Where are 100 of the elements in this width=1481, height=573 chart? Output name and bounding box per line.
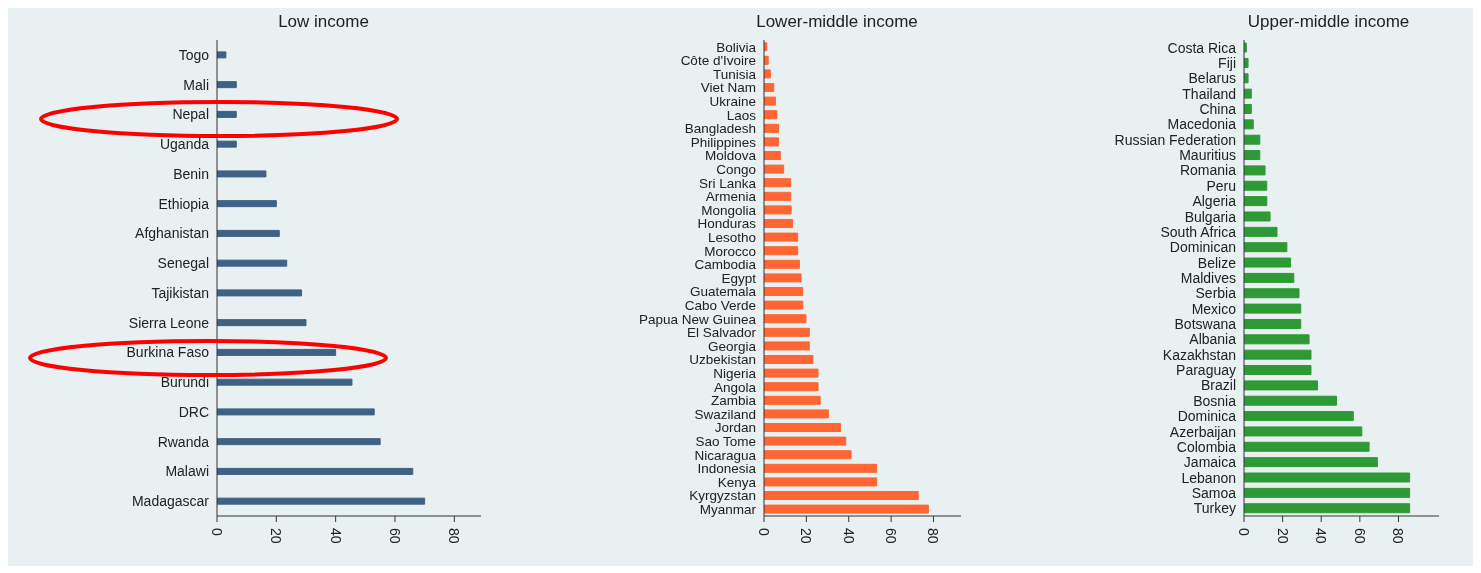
bar: [764, 273, 802, 283]
y-tick-label: El Salvador: [686, 325, 757, 341]
y-tick-label: Sierra Leone: [128, 314, 210, 331]
bar: [1244, 242, 1288, 253]
bar: [764, 232, 799, 242]
bar: [1244, 503, 1411, 514]
y-tick-label: Morocco: [704, 243, 756, 259]
y-tick-label: Algeria: [1192, 193, 1237, 210]
y-tick-label: Nigeria: [713, 365, 757, 381]
bar: [764, 287, 804, 297]
x-tick-label: 20: [268, 528, 285, 544]
bar: [217, 348, 337, 356]
bar: [764, 178, 792, 188]
y-tick-label: Belarus: [1188, 70, 1236, 87]
x-tick-label: 40: [1313, 528, 1330, 544]
y-tick-label: Tajikistan: [151, 284, 209, 301]
bar: [1244, 318, 1302, 329]
bar: [764, 219, 794, 229]
bar: [764, 110, 778, 120]
y-tick-label: Lesotho: [707, 229, 756, 245]
bar: [764, 423, 841, 433]
bar: [764, 409, 829, 419]
bar: [764, 382, 819, 392]
y-tick-label: Sri Lanka: [698, 175, 757, 191]
bar: [1244, 196, 1268, 207]
y-tick-label: Serbia: [1195, 285, 1237, 302]
x-tick-label: 40: [327, 528, 344, 544]
y-tick-label: Viet Nam: [700, 80, 756, 96]
y-tick-label: Rwanda: [157, 433, 210, 450]
y-tick-label: Senegal: [157, 255, 209, 272]
y-tick-label: Moldova: [704, 148, 757, 164]
y-tick-label: Laos: [726, 107, 757, 123]
bar: [764, 151, 781, 161]
bar: [217, 140, 237, 148]
bar: [217, 170, 267, 178]
y-tick-label: Burundi: [160, 374, 209, 391]
y-tick-label: Samoa: [1191, 484, 1237, 501]
y-tick-label: Bulgaria: [1184, 208, 1237, 225]
bar: [1244, 349, 1312, 360]
y-tick-label: Afghanistan: [135, 225, 209, 242]
y-tick-label: Papua New Guinea: [638, 311, 757, 327]
bar: [1244, 411, 1354, 422]
y-tick-label: Guatemala: [689, 284, 757, 300]
bar: [1244, 211, 1271, 222]
y-tick-label: Georgia: [707, 338, 757, 354]
x-tick-label: 40: [840, 528, 857, 544]
bar: [217, 289, 303, 297]
y-tick-label: Albania: [1189, 331, 1237, 348]
bar: [1244, 150, 1261, 161]
y-tick-label: Mauritius: [1179, 147, 1236, 164]
y-tick-label: China: [1199, 101, 1237, 118]
y-tick-label: Azerbaijan: [1169, 423, 1236, 440]
y-tick-label: Congo: [716, 161, 756, 177]
y-tick-label: Mali: [183, 76, 209, 93]
bar: [764, 259, 800, 269]
y-tick-label: Bolivia: [716, 39, 757, 55]
x-tick-label: 60: [883, 528, 900, 544]
bar: [764, 96, 776, 106]
x-tick-label: 20: [1274, 528, 1291, 544]
bar: [764, 246, 799, 256]
y-tick-label: Romania: [1179, 162, 1237, 179]
bar: [1244, 395, 1337, 406]
bar: [217, 497, 426, 505]
bar: [764, 436, 847, 446]
bar: [764, 205, 792, 215]
y-tick-label: Maldives: [1180, 269, 1236, 286]
bar: [1244, 457, 1378, 468]
y-tick-label: Angola: [713, 379, 757, 395]
y-tick-label: Dominican: [1169, 239, 1236, 256]
y-tick-label: Uganda: [159, 136, 210, 153]
bar: [217, 259, 288, 267]
y-tick-label: Fiji: [1218, 55, 1236, 71]
bar: [1244, 472, 1411, 483]
y-tick-label: Indonesia: [697, 461, 757, 477]
y-tick-label: Mongolia: [701, 202, 757, 218]
y-tick-label: Paraguay: [1176, 362, 1236, 379]
y-tick-label: Nepal: [172, 106, 209, 123]
x-tick-label: 0: [209, 528, 225, 536]
x-tick-label: 80: [446, 528, 463, 544]
y-tick-label: Burkina Faso: [126, 344, 210, 361]
x-tick-label: 0: [756, 528, 772, 536]
x-tick-label: 0: [1236, 528, 1252, 536]
y-tick-label: Uzbekistan: [689, 352, 756, 368]
bar: [217, 467, 414, 475]
y-tick-label: Benin: [173, 165, 209, 182]
bar: [1244, 165, 1266, 176]
bar: [764, 300, 804, 310]
y-tick-label: Cabo Verde: [684, 297, 756, 313]
bar: [764, 123, 780, 133]
bar: [764, 137, 780, 147]
bar: [1244, 180, 1268, 191]
bar: [1244, 288, 1300, 299]
y-tick-label: Dominica: [1177, 408, 1237, 425]
x-tick-label: 60: [1351, 528, 1368, 544]
bar: [1244, 119, 1254, 130]
bar: [217, 51, 227, 59]
bar: [1244, 365, 1312, 376]
bar: [1244, 380, 1319, 391]
bar: [764, 341, 810, 351]
bar: [764, 191, 792, 201]
